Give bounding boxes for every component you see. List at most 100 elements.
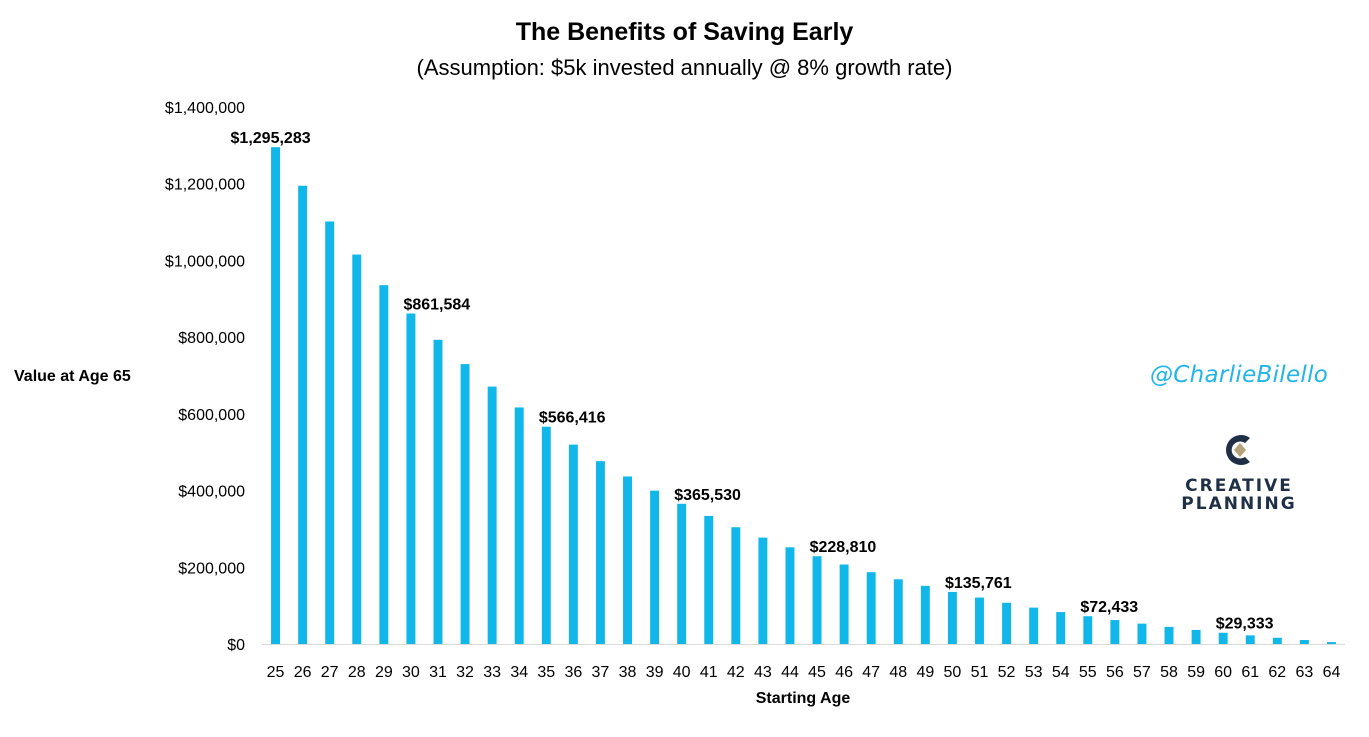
bar-age-42 <box>731 527 741 644</box>
x-tick-label: 29 <box>375 664 393 681</box>
bar-age-61 <box>1245 635 1255 644</box>
bar-age-48 <box>893 579 903 644</box>
bar-age-43 <box>758 537 768 644</box>
x-tick-label: 63 <box>1295 664 1313 681</box>
data-label-age-40: $365,530 <box>674 487 741 504</box>
x-tick-label: 64 <box>1323 664 1341 681</box>
y-tick-label: $1,200,000 <box>165 177 245 194</box>
bar-age-30 <box>406 313 416 644</box>
bar-age-52 <box>1002 602 1012 644</box>
x-tick-label: 39 <box>646 664 664 681</box>
bars <box>271 147 1336 645</box>
bar-age-39 <box>650 490 660 644</box>
x-tick-label: 28 <box>348 664 366 681</box>
x-tick-label: 52 <box>998 664 1016 681</box>
data-label-age-45: $228,810 <box>810 539 877 556</box>
x-tick-label: 56 <box>1106 664 1124 681</box>
bar-age-33 <box>487 386 497 644</box>
bar-age-44 <box>785 547 795 644</box>
x-tick-label: 53 <box>1025 664 1043 681</box>
x-tick-label: 57 <box>1133 664 1151 681</box>
y-axis-ticks: $0 $200,000 $400,000 $600,000 $800,000 $1,000… <box>165 100 245 654</box>
logo-word-planning: PLANNING <box>1181 494 1297 514</box>
x-tick-label: 33 <box>483 664 501 681</box>
bar-age-50 <box>947 591 957 644</box>
y-tick-label: $600,000 <box>178 407 245 424</box>
bar-age-46 <box>839 564 849 644</box>
bar-age-53 <box>1029 607 1039 644</box>
x-tick-label: 43 <box>754 664 772 681</box>
x-tick-label: 45 <box>808 664 826 681</box>
y-tick-label: $1,400,000 <box>165 100 245 117</box>
bar-age-56 <box>1110 620 1120 644</box>
x-tick-label: 38 <box>619 664 637 681</box>
bar-age-60 <box>1218 632 1228 644</box>
y-tick-label: $800,000 <box>178 330 245 347</box>
x-tick-label: 31 <box>429 664 447 681</box>
bar-age-37 <box>595 461 605 644</box>
bar-age-55 <box>1083 616 1093 644</box>
x-tick-label: 44 <box>781 664 799 681</box>
bar-age-47 <box>866 572 876 644</box>
logo-word-creative: CREATIVE <box>1185 476 1293 496</box>
x-tick-label: 58 <box>1160 664 1178 681</box>
bar-age-63 <box>1299 640 1309 644</box>
x-tick-label: 34 <box>510 664 528 681</box>
bar-age-27 <box>325 221 335 644</box>
x-tick-label: 62 <box>1268 664 1286 681</box>
x-axis-ticks: 25 26 27 28 29 30 31 32 33 34 35 36 37 38 39 40 41 42 43 44… <box>267 664 1341 681</box>
x-tick-label: 48 <box>889 664 907 681</box>
bar-age-26 <box>298 185 308 645</box>
creative-planning-logo-mark <box>1226 435 1250 465</box>
x-tick-label: 50 <box>944 664 962 681</box>
x-tick-label: 41 <box>700 664 718 681</box>
x-tick-label: 46 <box>835 664 853 681</box>
data-label-age-55: $72,433 <box>1080 599 1138 616</box>
x-tick-label: 35 <box>537 664 555 681</box>
bar-age-64 <box>1326 642 1336 644</box>
chart-subtitle: (Assumption: $5k invested annually @ 8% … <box>416 55 953 80</box>
x-tick-label: 25 <box>267 664 285 681</box>
bar-age-57 <box>1137 623 1147 644</box>
x-axis-label: Starting Age <box>755 690 851 707</box>
y-tick-label: $400,000 <box>178 484 245 501</box>
bar-age-32 <box>460 364 470 644</box>
bar-age-29 <box>379 285 389 644</box>
bar-age-40 <box>677 503 687 644</box>
x-tick-label: 51 <box>971 664 989 681</box>
bar-age-41 <box>704 515 714 644</box>
y-tick-label: $200,000 <box>178 560 245 577</box>
bar-age-34 <box>514 407 524 644</box>
data-label-age-50: $135,761 <box>945 575 1012 592</box>
bar-age-62 <box>1272 637 1282 644</box>
x-tick-label: 60 <box>1214 664 1232 681</box>
bar-age-35 <box>541 426 551 644</box>
x-tick-label: 37 <box>592 664 610 681</box>
bar-age-45 <box>812 556 822 644</box>
bar-age-58 <box>1164 626 1174 644</box>
twitter-handle: @CharlieBilello <box>1150 362 1329 388</box>
x-tick-label: 55 <box>1079 664 1097 681</box>
x-tick-label: 61 <box>1241 664 1259 681</box>
data-labels: $1,295,283 $861,584 $566,416 $365,530 $228,8… <box>231 130 1274 633</box>
x-tick-label: 36 <box>564 664 582 681</box>
x-tick-label: 59 <box>1187 664 1205 681</box>
bar-age-59 <box>1191 629 1201 644</box>
bar-age-28 <box>352 254 362 644</box>
bar-age-54 <box>1056 612 1066 644</box>
y-tick-label: $1,000,000 <box>165 253 245 270</box>
bar-age-25 <box>271 147 281 644</box>
x-tick-label: 40 <box>673 664 691 681</box>
chart-title: The Benefits of Saving Early <box>515 18 854 46</box>
bar-age-38 <box>623 476 632 644</box>
x-tick-label: 27 <box>321 664 339 681</box>
data-label-age-35: $566,416 <box>539 410 606 427</box>
bar-age-36 <box>568 444 578 644</box>
x-tick-label: 49 <box>916 664 934 681</box>
y-tick-label: $0 <box>227 637 245 654</box>
data-label-age-25: $1,295,283 <box>231 130 311 147</box>
y-axis-label: Value at Age 65 <box>14 368 131 385</box>
x-tick-label: 54 <box>1052 664 1070 681</box>
data-label-age-60: $29,333 <box>1216 616 1274 633</box>
